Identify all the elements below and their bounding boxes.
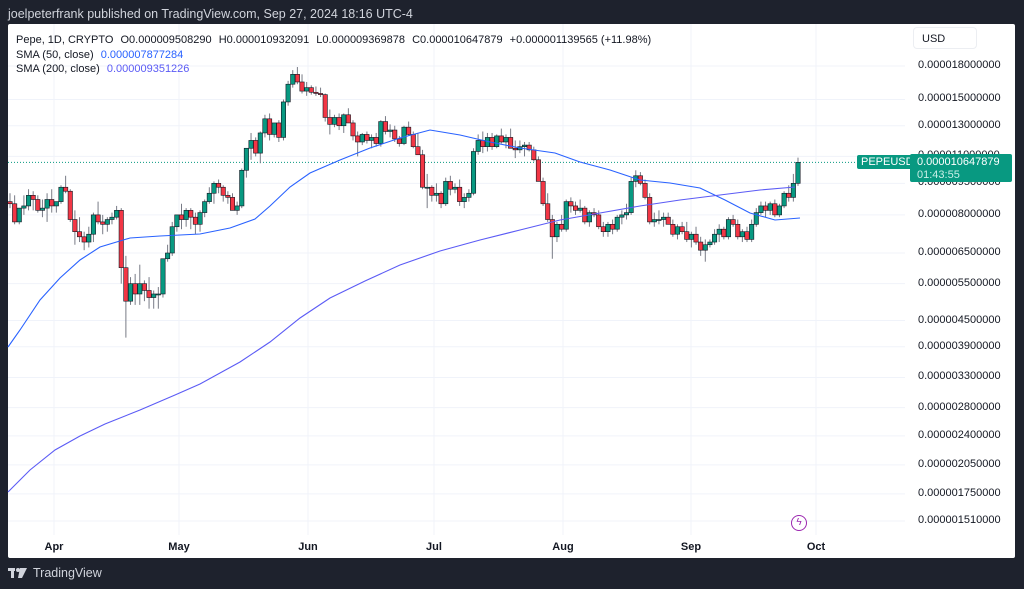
time-axis-label: Jul <box>426 541 442 553</box>
price-axis-label: 0.000001510000 <box>918 514 1001 526</box>
high-value: H0.000010932091 <box>218 34 310 46</box>
sma200-row[interactable]: SMA (200, close) 0.000009351226 <box>16 62 655 77</box>
time-axis-label: Jun <box>298 541 318 553</box>
sma50-value: 0.000007877284 <box>100 48 184 61</box>
footer-brand-label: TradingView <box>33 566 102 580</box>
open-value: O0.000009508290 <box>120 34 212 46</box>
last-price: 0.000010647879 <box>917 156 1000 168</box>
price-axis-label: 0.000005500000 <box>918 276 1001 289</box>
ohlc-row: Pepe, 1D, CRYPTO O0.000009508290 H0.0000… <box>16 33 655 48</box>
chart-panel[interactable] <box>8 24 1015 558</box>
price-axis-label: 0.000001750000 <box>918 486 1001 499</box>
price-axis-label: 0.000013000000 <box>918 118 1001 131</box>
change-value: +0.000001139565 (+11.98%) <box>509 34 652 46</box>
symbol-label[interactable]: Pepe, 1D, CRYPTO <box>16 34 114 46</box>
price-axis-label: 0.000002800000 <box>918 400 1001 413</box>
price-axis-label: 0.000003300000 <box>918 370 1001 383</box>
time-axis-label: May <box>168 541 190 553</box>
price-axis-label: 0.000008000000 <box>918 207 1001 220</box>
publisher-header: joelpeterfrank published on TradingView.… <box>8 7 413 21</box>
currency-selector[interactable]: USD <box>913 27 977 49</box>
lightning-event-icon[interactable]: ϟ <box>791 515 807 531</box>
last-price-tag: 0.000010647879 01:43:55 <box>910 154 1012 182</box>
symbol-price-tag: PEPEUSD <box>857 155 918 169</box>
close-value: C0.000010647879 <box>412 34 503 46</box>
price-axis-label: 0.000018000000 <box>918 59 1001 71</box>
price-axis-label: 0.000002050000 <box>918 457 1001 470</box>
sma200-label: SMA (200, close) <box>16 63 100 75</box>
price-axis-label: 0.000002400000 <box>918 428 1001 441</box>
price-axis-label: 0.000006500000 <box>918 246 1001 258</box>
footer-brand: TradingView <box>8 566 102 580</box>
time-axis-label: Aug <box>552 541 574 553</box>
tradingview-logo-icon <box>8 568 27 578</box>
chart-legend: Pepe, 1D, CRYPTO O0.000009508290 H0.0000… <box>16 33 655 77</box>
sma50-label: SMA (50, close) <box>16 48 94 61</box>
sma200-value: 0.000009351226 <box>106 63 190 75</box>
time-axis-label: Sep <box>680 541 702 553</box>
time-axis-label: Oct <box>806 541 826 553</box>
time-axis-label: Apr <box>44 541 64 553</box>
price-axis-label: 0.000015000000 <box>918 92 1001 105</box>
sma50-row[interactable]: SMA (50, close) 0.000007877284 <box>16 48 655 63</box>
bar-countdown: 01:43:55 <box>917 169 960 181</box>
price-axis-label: 0.000003900000 <box>918 339 1001 352</box>
low-value: L0.000009369878 <box>316 34 406 46</box>
price-axis-label: 0.000004500000 <box>918 313 1001 326</box>
